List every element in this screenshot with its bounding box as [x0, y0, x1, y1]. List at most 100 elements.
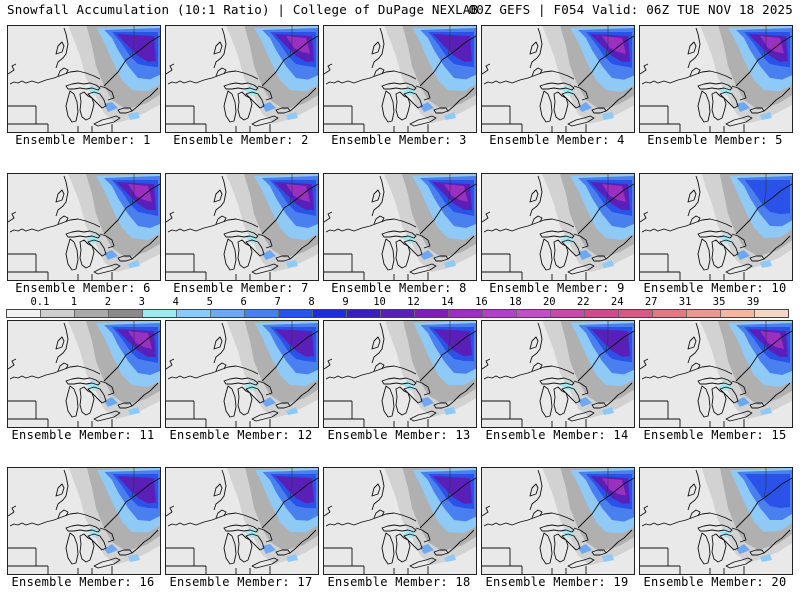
snowfall-contour — [420, 397, 434, 407]
colorbar-tick-label: 1 — [70, 296, 78, 308]
colorbar-swatch — [585, 310, 619, 317]
ensemble-member-map-4 — [481, 25, 635, 133]
snowfall-contour — [744, 180, 790, 214]
snowfall-contour — [760, 554, 772, 562]
snowfall-contour — [602, 260, 614, 268]
ensemble-member-label: Ensemble Member: 20 — [643, 575, 787, 589]
snowfall-map — [8, 174, 160, 280]
snowfall-contour — [104, 397, 118, 407]
ensemble-member-map-11 — [7, 320, 161, 428]
colorbar-swatch — [7, 310, 41, 317]
colorbar-tick-label: 16 — [475, 296, 488, 308]
colorbar-tick-label: 24 — [610, 296, 624, 308]
colorbar-tick-label: 7 — [274, 296, 281, 308]
colorbar-swatch — [177, 310, 211, 317]
colorbar-tick-label: 20 — [542, 296, 556, 308]
ensemble-member-label: Ensemble Member: 1 — [15, 133, 151, 147]
colorbar-tick-label: 8 — [308, 296, 315, 308]
colorbar-swatch — [75, 310, 109, 317]
ensemble-member-map-8 — [323, 173, 477, 281]
snowfall-contour — [262, 544, 276, 554]
snowfall-map — [324, 468, 476, 574]
snowfall-contour — [602, 554, 614, 562]
ensemble-member-map-17 — [165, 467, 319, 575]
colorbar-tick-label: 14 — [441, 296, 454, 308]
colorbar-tick-label: 9 — [342, 296, 349, 308]
snowfall-contour — [736, 397, 750, 407]
snowfall-map — [8, 26, 160, 132]
snowfall-map — [482, 26, 634, 132]
snowfall-contour — [736, 250, 750, 260]
snowfall-map — [640, 468, 792, 574]
snowfall-map — [166, 468, 318, 574]
snowfall-contour — [420, 102, 434, 112]
colorbar-tick-label: 39 — [746, 296, 760, 308]
snowfall-contour — [760, 407, 772, 415]
snowfall-contour — [590, 329, 630, 357]
ensemble-member-label: Ensemble Member: 16 — [11, 575, 155, 589]
ensemble-member-label: Ensemble Member: 9 — [489, 281, 625, 295]
colorbar-tick-label: 35 — [712, 296, 726, 308]
snowfall-map — [482, 174, 634, 280]
colorbar-swatch — [517, 310, 551, 317]
snowfall-contour — [274, 329, 314, 357]
ensemble-member-label: Ensemble Member: 3 — [331, 133, 467, 147]
snowfall-contour — [432, 34, 472, 62]
snowfall-contour — [736, 102, 750, 112]
snowfall-contour — [760, 260, 772, 268]
colorbar-tick-label: 10 — [373, 296, 386, 308]
snowfall-contour — [128, 112, 140, 120]
snowfall-contour — [275, 476, 314, 504]
snowfall-contour — [578, 397, 592, 407]
colorbar-tick-label: 6 — [240, 296, 247, 308]
colorbar-swatch — [41, 310, 75, 317]
ensemble-member-label: Ensemble Member: 10 — [643, 281, 787, 295]
snowfall-contour — [444, 260, 456, 268]
colorbar-tick-label: 3 — [138, 296, 145, 308]
colorbar-swatch — [245, 310, 279, 317]
snowfall-contour — [104, 102, 118, 112]
colorbar-swatch — [381, 310, 415, 317]
snowfall-map — [324, 26, 476, 132]
colorbar-swatch — [415, 310, 449, 317]
colorbar-swatch — [619, 310, 653, 317]
ensemble-member-label: Ensemble Member: 19 — [485, 575, 629, 589]
snowfall-contour — [286, 554, 298, 562]
ensemble-member-map-12 — [165, 320, 319, 428]
snowfall-contour — [736, 544, 750, 554]
ensemble-member-label: Ensemble Member: 4 — [489, 133, 625, 147]
ensemble-member-map-14 — [481, 320, 635, 428]
snowfall-map — [640, 174, 792, 280]
snowfall-contour — [116, 34, 156, 62]
snowfall-contour — [117, 476, 156, 504]
colorbar-swatch — [279, 310, 313, 317]
snowfall-contour — [602, 407, 614, 415]
ensemble-member-map-10 — [639, 173, 793, 281]
ensemble-member-label: Ensemble Member: 8 — [331, 281, 467, 295]
ensemble-member-label: Ensemble Member: 18 — [327, 575, 471, 589]
ensemble-member-map-1 — [7, 25, 161, 133]
colorbar-swatch — [483, 310, 517, 317]
colorbar-swatch — [721, 310, 755, 317]
snowfall-contour — [128, 554, 140, 562]
snowfall-map — [482, 321, 634, 427]
snowfall-contour — [286, 112, 298, 120]
ensemble-member-label: Ensemble Member: 12 — [169, 428, 313, 442]
snowfall-map — [8, 468, 160, 574]
snowfall-contour — [286, 407, 298, 415]
model-run-info: 00Z GEFS | F054 Valid: 06Z TUE NOV 18 20… — [468, 2, 793, 17]
snowfall-contour — [745, 474, 790, 508]
snowfall-contour — [262, 250, 276, 260]
colorbar-swatch — [143, 310, 177, 317]
ensemble-member-map-16 — [7, 467, 161, 575]
colorbar-swatch — [755, 310, 788, 317]
snowfall-contour — [444, 407, 456, 415]
colorbar-swatch — [653, 310, 687, 317]
ensemble-member-label: Ensemble Member: 2 — [173, 133, 309, 147]
snowfall-contour — [128, 260, 140, 268]
colorbar-swatch — [313, 310, 347, 317]
snowfall-contour — [420, 544, 434, 554]
snowfall-contour — [578, 102, 592, 112]
colorbar-swatch — [211, 310, 245, 317]
snowfall-contour — [262, 397, 276, 407]
